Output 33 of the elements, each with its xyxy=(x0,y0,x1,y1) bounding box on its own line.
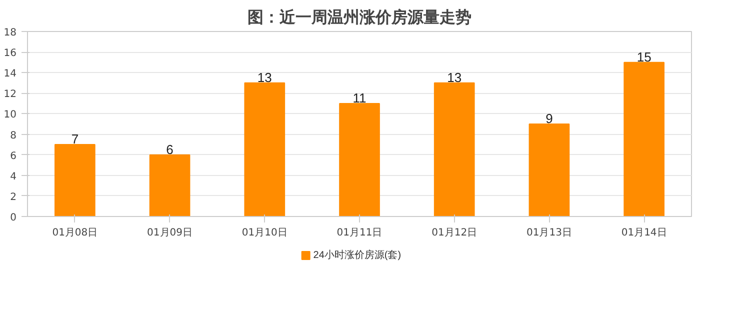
y-tick-label: 14 xyxy=(4,68,17,80)
x-tick-label: 01月10日 xyxy=(242,228,288,238)
bar xyxy=(434,82,475,216)
legend-label: 24小时涨价房源(套) xyxy=(313,249,402,261)
y-tick-label: 12 xyxy=(4,89,17,100)
bar xyxy=(624,62,664,216)
data-label: 11 xyxy=(352,90,366,106)
x-tick-label: 01月13日 xyxy=(526,228,572,238)
y-tick-label: 6 xyxy=(10,150,17,162)
bar xyxy=(149,154,190,216)
x-tick-label: 01月14日 xyxy=(621,228,667,238)
x-tick-label: 01月08日 xyxy=(52,228,98,238)
y-tick-label: 4 xyxy=(10,171,17,182)
data-label: 13 xyxy=(257,70,272,85)
y-tick-label: 8 xyxy=(10,130,17,142)
y-tick-label: 10 xyxy=(4,110,17,121)
y-tick-label: 18 xyxy=(4,28,17,38)
bar xyxy=(244,82,286,216)
x-tick-label: 01月12日 xyxy=(432,228,478,238)
data-label: 9 xyxy=(546,111,553,126)
chart-title: 图：近一周温州涨价房源量走势 xyxy=(248,8,472,26)
data-label: 15 xyxy=(636,49,652,64)
data-label: 13 xyxy=(447,70,462,85)
data-label: 7 xyxy=(71,132,79,147)
bar xyxy=(528,124,570,216)
x-tick-label: 01月09日 xyxy=(147,228,193,238)
bar xyxy=(339,102,380,216)
x-tick-label: 01月11日 xyxy=(336,228,382,238)
y-tick-label: 2 xyxy=(10,192,17,203)
y-tick-label: 16 xyxy=(4,48,17,60)
data-label: 6 xyxy=(166,142,174,157)
y-tick-label: 0 xyxy=(10,212,17,224)
bar xyxy=(54,144,96,216)
